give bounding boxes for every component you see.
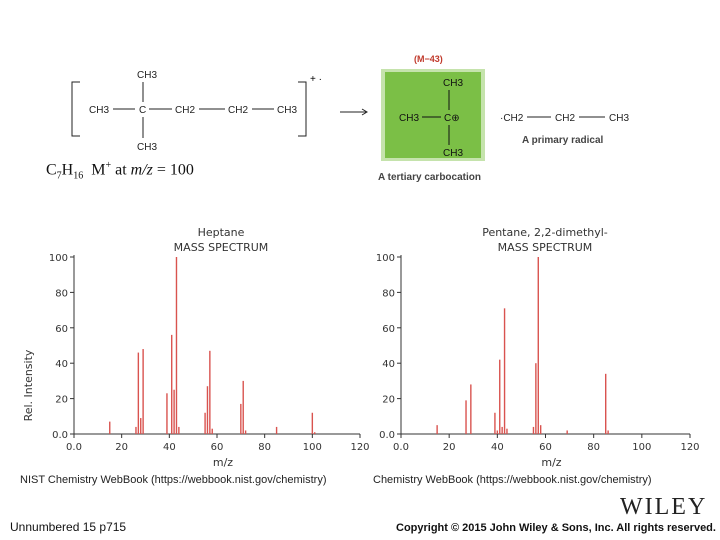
slide-reference: Unnumbered 15 p715 <box>10 520 127 534</box>
formula-ion-charge: + <box>105 160 112 171</box>
cation-c-plus: C⊕ <box>444 113 460 124</box>
x-tick-label: 60 <box>539 442 552 453</box>
x-tick-label: 120 <box>350 442 369 453</box>
y-tick-label: 40 <box>55 359 68 370</box>
radical-ch2-dot: ·CH2 <box>500 113 524 124</box>
molecule-c-center: C <box>139 105 146 116</box>
chart-source-left: NIST Chemistry WebBook (https://webbook.… <box>20 474 327 486</box>
y-tick-label: 60 <box>382 324 395 335</box>
carbocation-caption: A tertiary carbocation <box>378 172 481 183</box>
heptane-mass-spectrum: Heptane MASS SPECTRUM 0.0 20 40 60 80 100 0.0 20 4… <box>22 226 370 469</box>
fragmentation-scheme: + · CH3 CH3 C CH2 CH2 CH3 CH3 (M−43) CH3… <box>71 54 629 183</box>
y-tick-label: 0.0 <box>52 430 68 441</box>
molecule-ch3-bottom: CH3 <box>137 142 157 153</box>
wiley-logo: WILEY <box>620 494 708 520</box>
formula-h: H <box>61 161 74 179</box>
molecule-ch3-top: CH3 <box>137 70 157 81</box>
molecule-ch2-b: CH2 <box>228 105 248 116</box>
reaction-arrow-head <box>361 108 368 116</box>
x-axis-label: m/z <box>213 456 233 469</box>
cation-ch3-bottom: CH3 <box>443 148 463 159</box>
radical-ch3: CH3 <box>609 113 629 124</box>
copyright-notice: Copyright © 2015 John Wiley & Sons, Inc.… <box>396 522 716 534</box>
y-tick-label: 100 <box>376 253 395 264</box>
cation-ch3-top: CH3 <box>443 78 463 89</box>
x-tick-label: 60 <box>211 442 224 453</box>
y-tick-label: 100 <box>49 253 68 264</box>
x-tick-label: 100 <box>632 442 651 453</box>
chart-subtitle: MASS SPECTRUM <box>498 241 593 254</box>
formula-ion: M <box>91 161 106 179</box>
molecule-ch3-right: CH3 <box>277 105 297 116</box>
dimethylpentane-mass-spectrum: Pentane, 2,2-dimethyl- MASS SPECTRUM 0.0 20… <box>376 226 700 469</box>
x-tick-label: 80 <box>587 442 600 453</box>
chart-source-right: Chemistry WebBook (https://webbook.nist.… <box>373 474 652 486</box>
x-tick-label: 20 <box>443 442 456 453</box>
y-tick-label: 20 <box>55 395 68 406</box>
x-tick-label: 40 <box>163 442 176 453</box>
x-tick-label: 0.0 <box>66 442 82 453</box>
left-bracket <box>71 81 80 137</box>
y-tick-label: 20 <box>382 395 395 406</box>
molecule-ch2-a: CH2 <box>175 105 195 116</box>
molecular-formula: C7H16 M+ at m/z = 100 <box>46 160 194 182</box>
chart-title: Heptane <box>198 226 245 239</box>
mass-spectra: Heptane MASS SPECTRUM 0.0 20 40 60 80 100 0.0 20 4… <box>22 226 700 469</box>
x-tick-label: 40 <box>491 442 504 453</box>
formula-c-sub: 7 <box>56 170 62 182</box>
radical-caption: A primary radical <box>522 135 604 146</box>
x-tick-label: 120 <box>680 442 699 453</box>
y-axis-label: Rel. Intensity <box>22 349 35 421</box>
formula-c: C <box>46 161 57 179</box>
y-tick-label: 60 <box>55 324 68 335</box>
x-tick-label: 80 <box>258 442 271 453</box>
formula-h-sub: 16 <box>73 170 84 182</box>
x-tick-label: 0.0 <box>393 442 409 453</box>
chart-title: Pentane, 2,2-dimethyl- <box>482 226 608 239</box>
x-tick-label: 100 <box>303 442 322 453</box>
radical-cation-charge: + · <box>310 74 322 85</box>
y-tick-label: 80 <box>55 288 68 299</box>
formula-mz: m/z <box>130 161 153 179</box>
right-bracket <box>298 81 307 137</box>
y-tick-label: 0.0 <box>379 430 395 441</box>
x-tick-label: 20 <box>115 442 128 453</box>
carbocation-box <box>385 72 481 158</box>
y-tick-label: 80 <box>382 288 395 299</box>
chart-subtitle: MASS SPECTRUM <box>174 241 269 254</box>
cation-ch3-left: CH3 <box>399 113 419 124</box>
radical-ch2: CH2 <box>555 113 575 124</box>
x-axis-label: m/z <box>541 456 561 469</box>
fragment-label: (M−43) <box>414 54 443 64</box>
molecule-ch3-left: CH3 <box>89 105 109 116</box>
formula-value: = 100 <box>156 161 194 179</box>
formula-at: at <box>115 161 127 179</box>
y-tick-label: 40 <box>382 359 395 370</box>
